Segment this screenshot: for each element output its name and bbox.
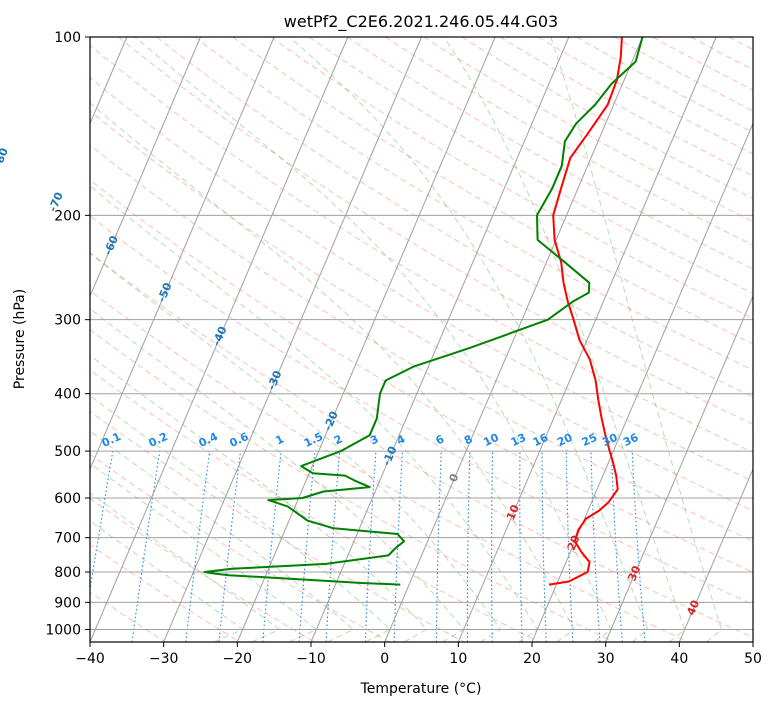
mixing-ratio-label: 10	[481, 431, 501, 449]
y-tick-label: 1000	[45, 622, 81, 638]
mixing-ratio-label: 16	[531, 431, 551, 449]
isotherm-label: 20	[565, 533, 583, 552]
x-tick-label: 40	[670, 651, 688, 667]
mixing-ratio-line	[262, 451, 282, 642]
moist-adiabat-line	[443, 37, 686, 642]
moist-adiabat-line	[90, 430, 355, 642]
x-tick-label: 10	[449, 651, 467, 667]
moist-adiabat-line	[90, 252, 502, 642]
mixing-ratio-line	[631, 451, 646, 642]
moist-adiabat-line	[90, 520, 244, 642]
isotherm-gridline	[457, 37, 717, 642]
dry-adiabat-line	[90, 215, 753, 606]
isotherm-gridline	[384, 37, 643, 642]
dry-adiabat-line	[156, 37, 753, 398]
moist-adiabat-line	[90, 102, 575, 642]
moist-adiabat-line	[90, 354, 428, 642]
y-tick-label: 700	[54, 531, 81, 547]
dry-adiabat-line	[90, 498, 315, 642]
moist-adiabat-line	[90, 307, 465, 642]
x-tick-label: 30	[597, 651, 615, 667]
isotherm-label: 40	[684, 598, 702, 617]
axes: −40 −30 −20 −10 0 10 20 30 40 50 100 200 300 400 500 60…	[45, 30, 762, 667]
plot-area	[90, 37, 753, 642]
isotherm-gridline	[310, 37, 570, 642]
mixing-ratio-line	[90, 451, 114, 594]
x-tick-label: 50	[744, 651, 762, 667]
gridlines	[90, 37, 753, 642]
x-axis-title: Temperature (°C)	[360, 681, 482, 697]
isotherm-gridline	[678, 467, 753, 642]
dry-adiabat-line	[461, 37, 753, 200]
y-tick-label: 100	[54, 30, 81, 46]
mixing-ratio-label: 20	[555, 431, 575, 449]
isotherm-label: 10	[504, 503, 522, 522]
dry-adiabat-line	[90, 144, 753, 542]
dry-adiabat-line	[194, 37, 753, 371]
dewpoint-line	[203, 37, 644, 586]
x-tick-label: −20	[223, 651, 253, 667]
dry-adiabat-line	[90, 76, 753, 482]
isotherm-gridline	[163, 37, 422, 642]
dry-adiabat-line	[308, 37, 753, 294]
mixing-ratio-label: 36	[621, 431, 641, 449]
dry-adiabat-line	[90, 329, 614, 642]
dry-adiabat-line	[232, 37, 753, 345]
x-tick-label: −40	[75, 651, 105, 667]
isotherm-gridline	[752, 640, 753, 642]
plot-frame	[89, 36, 754, 643]
x-tick-label: −30	[149, 651, 179, 667]
y-tick-label: 800	[54, 565, 81, 581]
isotherm-label: 30	[625, 564, 643, 583]
moist-adiabat-line	[90, 462, 318, 642]
isotherm-gridline	[605, 295, 753, 642]
series-lines	[203, 37, 644, 586]
x-tick-label: 20	[523, 651, 541, 667]
moist-adiabat-line	[90, 395, 391, 642]
moist-adiabat-line	[134, 37, 612, 642]
background-lines	[90, 37, 775, 642]
dry-adiabat-line	[90, 369, 540, 642]
y-tick-label: 600	[54, 491, 81, 507]
x-tick-label: 0	[380, 651, 389, 667]
chart-title: wetPf2_C2E6.2021.246.05.44.G03	[284, 12, 558, 32]
isotherm-label: -80	[0, 146, 11, 170]
dry-adiabat-line	[767, 37, 775, 642]
isotherm-gridline	[236, 37, 496, 642]
y-tick-label: 900	[54, 595, 81, 611]
isotherm-gridline	[90, 37, 275, 471]
y-tick-label: 200	[54, 208, 81, 224]
mixing-ratio-line	[218, 451, 242, 642]
mixing-ratio-label: 13	[509, 431, 528, 449]
y-tick-label: 400	[54, 387, 81, 403]
moist-adiabat-line	[90, 492, 281, 642]
mixing-ratio-label: 25	[580, 431, 599, 449]
isotherm-gridline	[90, 37, 201, 298]
dry-adiabat-line	[90, 252, 753, 639]
isotherm-gridline	[90, 37, 349, 642]
dry-adiabat-line	[270, 37, 753, 319]
dry-adiabat-line	[90, 179, 753, 573]
dry-adiabat-line	[90, 44, 753, 453]
y-tick-label: 300	[54, 313, 81, 329]
moist-adiabat-line	[289, 37, 649, 642]
temperature-line	[548, 37, 623, 586]
dry-adiabat-line	[499, 37, 753, 177]
x-tick-label: −10	[296, 651, 326, 667]
y-tick-label: 500	[54, 444, 81, 460]
moist-adiabat-line	[550, 37, 723, 642]
dry-adiabat-line	[90, 290, 689, 642]
mixing-ratio-label: 30	[600, 431, 620, 449]
dry-adiabat-line	[118, 37, 753, 425]
mixing-ratio-line	[185, 451, 211, 642]
dry-adiabat-line	[385, 37, 753, 246]
moist-adiabat-line	[90, 185, 538, 642]
y-axis-title: Pressure (hPa)	[12, 289, 28, 389]
